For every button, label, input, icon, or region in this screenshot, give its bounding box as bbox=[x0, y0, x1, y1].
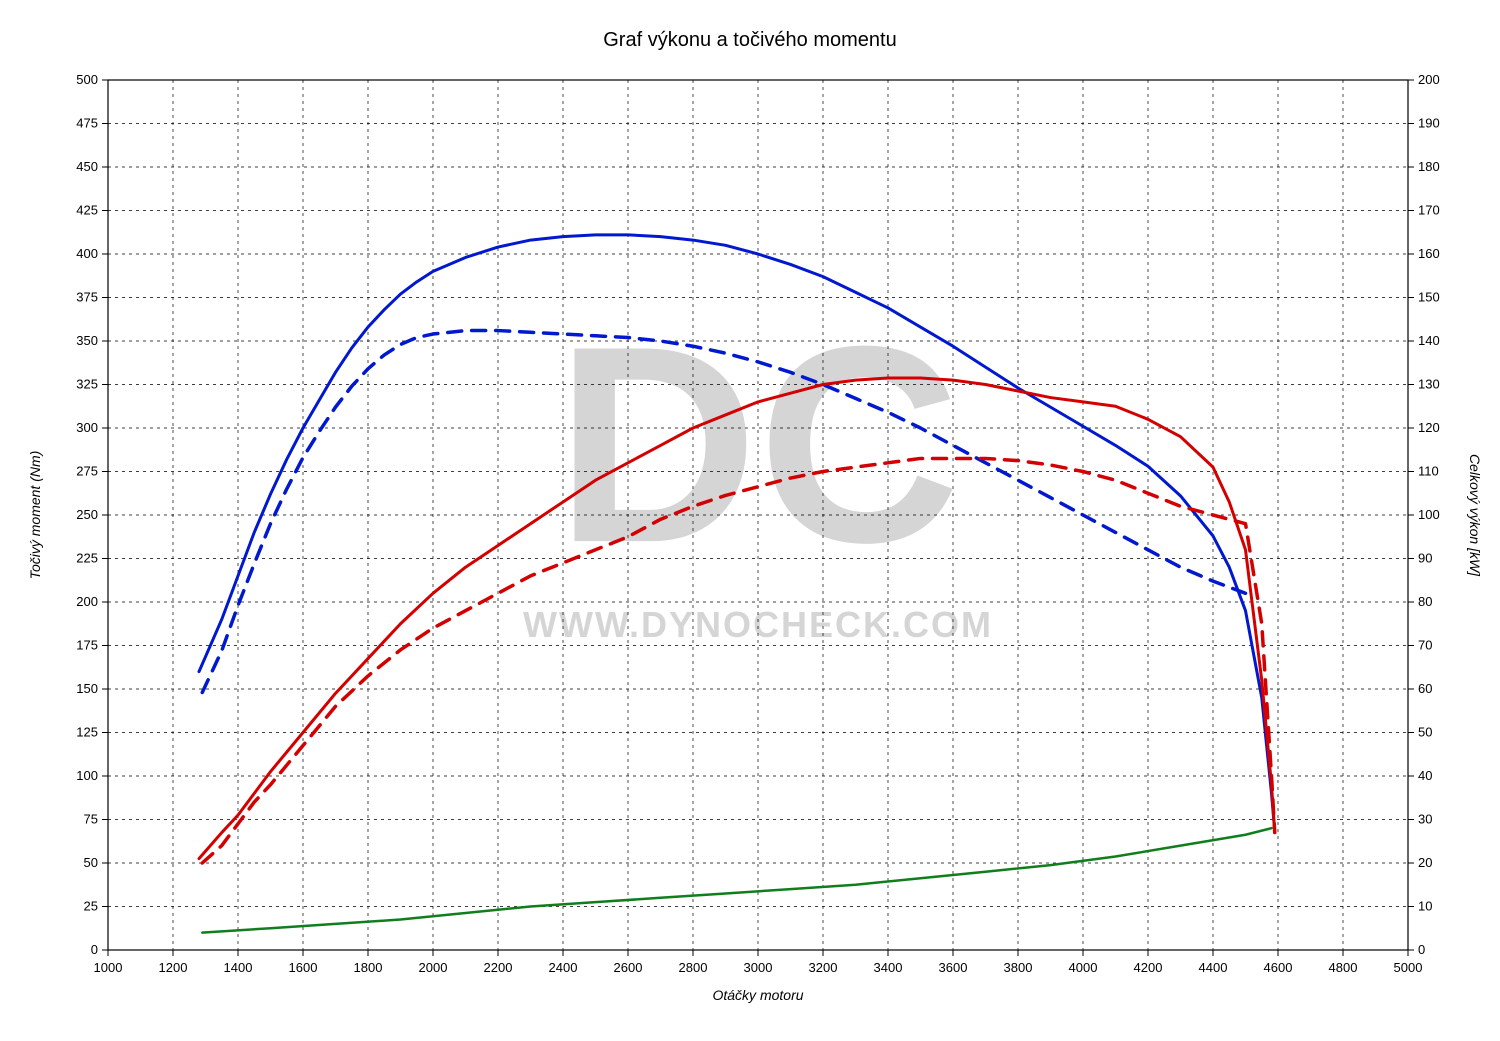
y-right-tick-label: 10 bbox=[1418, 899, 1432, 914]
y-left-axis-label: Točivý moment (Nm) bbox=[27, 451, 43, 580]
y-right-tick-label: 160 bbox=[1418, 246, 1440, 261]
y-left-tick-label: 400 bbox=[76, 246, 98, 261]
y-left-tick-label: 75 bbox=[84, 812, 98, 827]
x-tick-label: 3600 bbox=[939, 960, 968, 975]
x-tick-label: 2600 bbox=[614, 960, 643, 975]
y-left-tick-label: 50 bbox=[84, 855, 98, 870]
x-tick-label: 3800 bbox=[1004, 960, 1033, 975]
y-left-tick-label: 325 bbox=[76, 377, 98, 392]
y-right-tick-label: 180 bbox=[1418, 159, 1440, 174]
y-left-tick-label: 0 bbox=[91, 942, 98, 957]
x-tick-label: 3000 bbox=[744, 960, 773, 975]
x-tick-label: 4200 bbox=[1134, 960, 1163, 975]
y-right-tick-label: 170 bbox=[1418, 203, 1440, 218]
y-right-tick-label: 80 bbox=[1418, 594, 1432, 609]
x-axis-label: Otáčky motoru bbox=[712, 987, 803, 1003]
y-left-tick-label: 200 bbox=[76, 594, 98, 609]
y-right-tick-label: 190 bbox=[1418, 116, 1440, 131]
x-tick-label: 1000 bbox=[94, 960, 123, 975]
y-right-tick-label: 60 bbox=[1418, 681, 1432, 696]
y-right-axis-label: Celkový výkon [kW] bbox=[1467, 454, 1483, 577]
y-right-tick-label: 40 bbox=[1418, 768, 1432, 783]
y-left-tick-label: 225 bbox=[76, 551, 98, 566]
y-right-tick-label: 140 bbox=[1418, 333, 1440, 348]
y-left-tick-label: 275 bbox=[76, 464, 98, 479]
x-tick-label: 1200 bbox=[159, 960, 188, 975]
y-right-tick-label: 150 bbox=[1418, 290, 1440, 305]
y-right-tick-label: 130 bbox=[1418, 377, 1440, 392]
y-left-tick-label: 475 bbox=[76, 116, 98, 131]
y-right-tick-label: 0 bbox=[1418, 942, 1425, 957]
x-tick-label: 1800 bbox=[354, 960, 383, 975]
y-left-tick-label: 350 bbox=[76, 333, 98, 348]
chart-title: Graf výkonu a točivého momentu bbox=[603, 29, 896, 51]
y-left-tick-label: 300 bbox=[76, 420, 98, 435]
x-tick-label: 4600 bbox=[1264, 960, 1293, 975]
x-tick-label: 4000 bbox=[1069, 960, 1098, 975]
y-left-tick-label: 425 bbox=[76, 203, 98, 218]
y-right-tick-label: 110 bbox=[1418, 464, 1439, 479]
x-tick-label: 4400 bbox=[1199, 960, 1228, 975]
watermark-url: WWW.DYNOCHECK.COM bbox=[523, 604, 993, 645]
x-tick-label: 3400 bbox=[874, 960, 903, 975]
x-tick-label: 2200 bbox=[484, 960, 513, 975]
y-left-tick-label: 375 bbox=[76, 290, 98, 305]
x-tick-label: 4800 bbox=[1329, 960, 1358, 975]
y-left-tick-label: 125 bbox=[76, 725, 98, 740]
y-left-tick-label: 175 bbox=[76, 638, 98, 653]
y-left-tick-label: 25 bbox=[84, 899, 98, 914]
y-right-tick-label: 70 bbox=[1418, 638, 1432, 653]
y-right-tick-label: 100 bbox=[1418, 507, 1440, 522]
y-right-tick-label: 50 bbox=[1418, 725, 1432, 740]
y-right-tick-label: 200 bbox=[1418, 72, 1440, 87]
y-right-tick-label: 20 bbox=[1418, 855, 1432, 870]
x-tick-label: 1400 bbox=[224, 960, 253, 975]
y-right-tick-label: 120 bbox=[1418, 420, 1440, 435]
y-left-tick-label: 450 bbox=[76, 159, 98, 174]
y-left-tick-label: 100 bbox=[76, 768, 98, 783]
x-tick-label: 2800 bbox=[679, 960, 708, 975]
y-right-tick-label: 30 bbox=[1418, 812, 1432, 827]
x-tick-label: 1600 bbox=[289, 960, 318, 975]
y-left-tick-label: 250 bbox=[76, 507, 98, 522]
x-tick-label: 2400 bbox=[549, 960, 578, 975]
x-tick-label: 5000 bbox=[1394, 960, 1423, 975]
y-left-tick-label: 500 bbox=[76, 72, 98, 87]
y-left-tick-label: 150 bbox=[76, 681, 98, 696]
x-tick-label: 3200 bbox=[809, 960, 838, 975]
x-tick-label: 2000 bbox=[419, 960, 448, 975]
dyno-chart: DCWWW.DYNOCHECK.COM100012001400160018002… bbox=[0, 0, 1500, 1041]
y-right-tick-label: 90 bbox=[1418, 551, 1432, 566]
